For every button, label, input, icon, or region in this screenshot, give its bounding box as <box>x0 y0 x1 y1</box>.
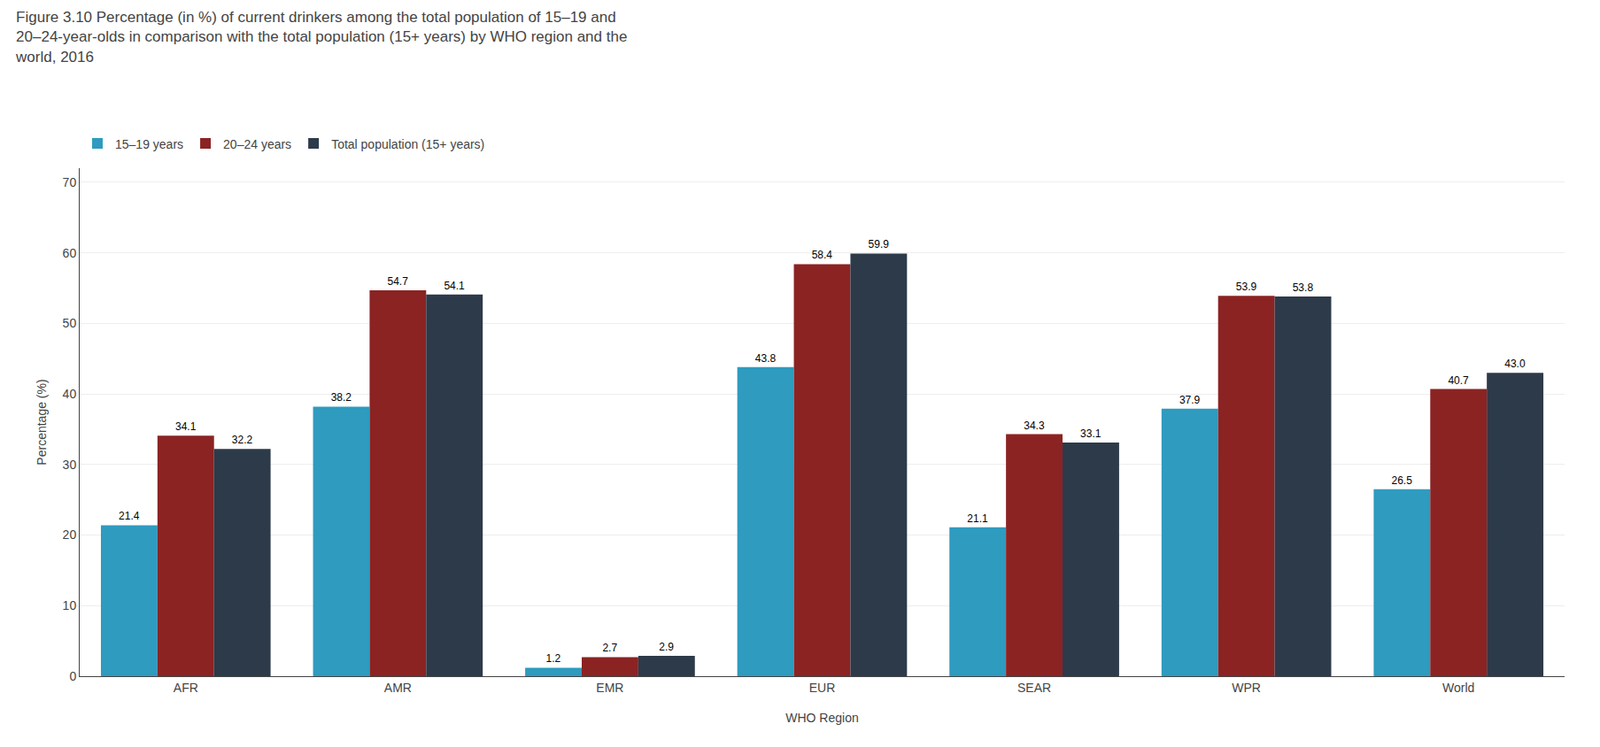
svg-text:0: 0 <box>69 669 77 684</box>
svg-text:15–19 years: 15–19 years <box>115 137 184 152</box>
svg-text:WPR: WPR <box>1231 680 1261 696</box>
svg-text:2.9: 2.9 <box>658 641 674 654</box>
svg-text:World: World <box>1442 680 1475 696</box>
svg-text:70: 70 <box>62 175 78 190</box>
svg-text:33.1: 33.1 <box>1080 427 1102 441</box>
svg-text:Figure 3.10 Percentage (in %): Figure 3.10 Percentage (in %) of current… <box>15 8 627 65</box>
svg-text:50: 50 <box>62 316 78 331</box>
svg-text:EMR: EMR <box>595 680 624 696</box>
svg-text:34.1: 34.1 <box>175 420 197 433</box>
svg-text:40.7: 40.7 <box>1447 374 1469 387</box>
svg-text:43.0: 43.0 <box>1504 357 1526 371</box>
svg-text:54.7: 54.7 <box>387 275 410 288</box>
svg-text:53.8: 53.8 <box>1292 281 1315 294</box>
svg-text:AMR: AMR <box>384 680 412 696</box>
svg-text:34.3: 34.3 <box>1023 419 1045 433</box>
svg-text:58.4: 58.4 <box>811 248 834 262</box>
svg-text:59.9: 59.9 <box>868 238 890 251</box>
svg-text:Total population (15+ years): Total population (15+ years) <box>331 137 485 152</box>
svg-text:EUR: EUR <box>809 680 836 696</box>
svg-text:43.8: 43.8 <box>755 352 777 365</box>
svg-text:60: 60 <box>62 246 78 261</box>
svg-text:30: 30 <box>62 457 78 472</box>
svg-text:20: 20 <box>62 527 78 542</box>
svg-text:WHO Region: WHO Region <box>785 711 858 726</box>
svg-text:54.1: 54.1 <box>443 279 465 293</box>
svg-text:Percentage (%): Percentage (%) <box>34 378 49 465</box>
svg-text:53.9: 53.9 <box>1236 280 1258 294</box>
svg-text:SEAR: SEAR <box>1017 680 1052 696</box>
svg-text:20–24 years: 20–24 years <box>223 137 292 152</box>
svg-text:26.5: 26.5 <box>1391 474 1413 487</box>
svg-text:AFR: AFR <box>173 680 199 696</box>
svg-text:38.2: 38.2 <box>331 391 353 404</box>
svg-text:10: 10 <box>62 598 78 613</box>
svg-text:32.2: 32.2 <box>231 433 254 447</box>
svg-text:1.2: 1.2 <box>546 652 562 665</box>
svg-text:40: 40 <box>62 386 78 402</box>
svg-text:21.1: 21.1 <box>966 512 989 526</box>
svg-text:37.9: 37.9 <box>1179 394 1201 407</box>
svg-text:2.7: 2.7 <box>602 641 618 655</box>
svg-text:21.4: 21.4 <box>118 510 140 523</box>
